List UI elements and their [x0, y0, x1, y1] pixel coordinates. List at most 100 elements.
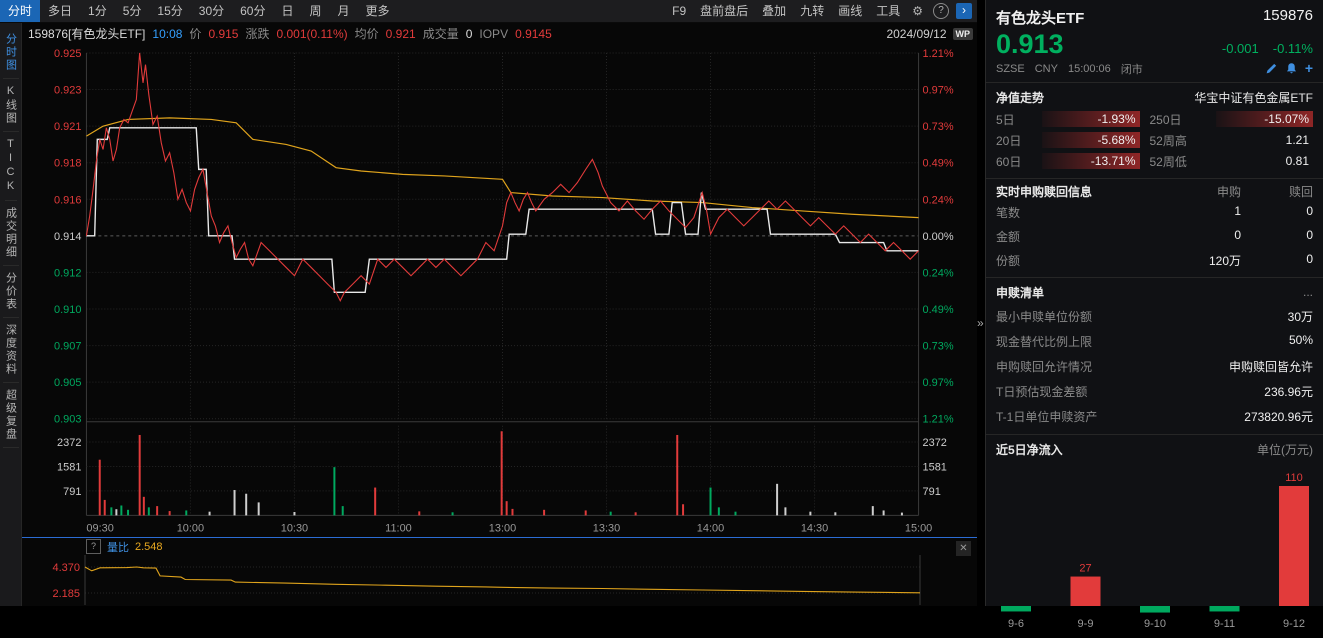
- fund-full-name[interactable]: 华宝中证有色金属ETF: [1194, 90, 1313, 105]
- series-price: [85, 52, 919, 302]
- sidebar-item[interactable]: 分时图: [2, 27, 19, 79]
- svg-text:791: 791: [63, 486, 81, 498]
- toolbar-tab[interactable]: 60分: [240, 4, 266, 18]
- chart-date: 2024/09/12: [886, 26, 947, 41]
- alert-bell-icon[interactable]: [1285, 62, 1298, 75]
- list-row-value: 236.96元: [1264, 384, 1313, 399]
- toolbar-tab[interactable]: 1分: [88, 4, 107, 18]
- svg-text:0.49%: 0.49%: [923, 304, 954, 316]
- svg-text:0.24%: 0.24%: [923, 194, 954, 206]
- indicator-line: [84, 566, 921, 594]
- flow-bar: [1140, 605, 1170, 613]
- sidebar-item[interactable]: 分价表: [2, 266, 19, 318]
- toolbar-tab[interactable]: 30分: [198, 4, 225, 18]
- redemption-list-section: 申赎清单 ... 最小申赎单位份额 30万 现金替代比例上限 50% 申购赎回允许情况申…: [986, 276, 1323, 434]
- indicator-help-icon[interactable]: ?: [86, 539, 101, 555]
- toolbar-tab[interactable]: 月: [337, 4, 350, 18]
- svg-text:0.73%: 0.73%: [923, 340, 954, 352]
- panel-splitter[interactable]: »: [977, 0, 985, 606]
- list-row-label: 最小申赎单位份额: [996, 309, 1093, 324]
- quote-name-row: 有色龙头ETF 159876: [986, 0, 1323, 28]
- chart-info-item: 价: [189, 27, 202, 42]
- chart-info-item: 0.921: [385, 26, 416, 41]
- series-avg: [86, 117, 919, 219]
- sidebar-item[interactable]: K线图: [2, 79, 19, 132]
- svg-text:110: 110: [1285, 472, 1303, 484]
- svg-text:13:30: 13:30: [593, 522, 620, 534]
- list-row-value: 30万: [1287, 309, 1313, 324]
- main-chart-svg[interactable]: 0.925 1.21% 0.923 0.97% 0.921 0.73% 0.918 0.49%…: [22, 45, 977, 537]
- svg-text:4.370: 4.370: [52, 562, 80, 574]
- toolbar-tab[interactable]: 日: [281, 4, 294, 18]
- chart-area: 159876[有色龙头ETF] 10:08 价 0.915 涨跌 0.001(0.11%)…: [22, 23, 977, 606]
- svg-text:2372: 2372: [923, 437, 947, 449]
- period-label: 52周低: [1149, 154, 1187, 169]
- sidebar-item[interactable]: 深度资料: [2, 318, 19, 383]
- toolbar-action[interactable]: 盘前盘后: [700, 4, 749, 18]
- nav-section: 净值走势 华宝中证有色金属ETF 5日 -1.93% 250日 -15.07% 20日 -…: [986, 81, 1323, 178]
- redemption-list-title: 申赎清单: [996, 285, 1045, 300]
- redeem-value: 0: [1306, 227, 1313, 242]
- period-value: -1.93%: [1042, 111, 1140, 128]
- sidebar-item[interactable]: 超级复盘: [2, 383, 19, 448]
- gear-icon[interactable]: ⚙: [912, 4, 923, 18]
- list-rows: 最小申赎单位份额 30万 现金替代比例上限 50% 申购赎回允许情况 申购赎回皆允许 T日预…: [996, 304, 1313, 429]
- collapse-handle-icon[interactable]: »: [977, 316, 984, 330]
- volume-bars: [98, 431, 903, 516]
- chart-info-header: 159876[有色龙头ETF] 10:08 价 0.915 涨跌 0.001(0.11%)…: [22, 23, 977, 45]
- chart-info-item: 0.915: [208, 26, 239, 41]
- sidebar-item[interactable]: 成交明细: [2, 201, 19, 266]
- indicator-close-button[interactable]: ✕: [956, 541, 971, 557]
- svg-text:0.918: 0.918: [54, 158, 81, 170]
- sidebar-item[interactable]: TICK: [4, 132, 17, 201]
- toolbar-right-items: F9 盘前盘后 叠加 九转 画线 工具: [665, 0, 907, 22]
- list-row: 最小申赎单位份额 30万: [996, 304, 1313, 329]
- toolbar-action[interactable]: F9: [672, 4, 687, 18]
- quote-panel: 有色龙头ETF 159876 0.913 -0.001 -0.11% SZSE …: [985, 0, 1323, 630]
- svg-text:0.97%: 0.97%: [923, 377, 954, 389]
- svg-text:1581: 1581: [923, 461, 947, 473]
- period-label: 60日: [996, 154, 1022, 169]
- subscription-row-label: 笔数: [996, 205, 1021, 220]
- list-row: T-1日单位申赎资产 273820.96元: [996, 404, 1313, 429]
- period-toolbar: 分时 多日 1分 5分 15分 30分 60分 日 周 月 更多 F9 盘前盘后 叠加 九转 画线 工具 ⚙ …: [0, 0, 977, 23]
- add-watchlist-icon[interactable]: +: [1304, 60, 1313, 77]
- indicator-value: 2.548: [135, 540, 163, 553]
- draw-pencil-icon[interactable]: [1265, 62, 1278, 75]
- help-icon[interactable]: ?: [933, 3, 949, 19]
- chart-info-item: 成交量: [422, 27, 459, 42]
- quote-meta-row: SZSE CNY 15:00:06 闭市 +: [986, 60, 1323, 82]
- list-row: 现金替代比例上限 50%: [996, 329, 1313, 354]
- chart-info-item: 涨跌: [245, 27, 270, 42]
- more-ellipsis[interactable]: ...: [1302, 285, 1313, 300]
- expand-panel-icon[interactable]: ›: [956, 3, 972, 19]
- toolbar-tab[interactable]: 分时: [0, 0, 41, 22]
- svg-text:1.21%: 1.21%: [923, 48, 954, 60]
- view-sidebar: 分时图 K线图 TICK 成交明细 分价表 深度资料 超级复盘: [0, 23, 22, 606]
- price-change-pct: -0.11%: [1272, 41, 1313, 56]
- toolbar-action[interactable]: 叠加: [762, 4, 787, 18]
- subscribe-col-header: 申购: [1216, 184, 1241, 199]
- quote-time: 15:00:06: [1067, 62, 1111, 75]
- chart-info-item: IOPV: [479, 26, 509, 41]
- toolbar-action[interactable]: 工具: [876, 4, 901, 18]
- svg-text:11:00: 11:00: [385, 522, 412, 534]
- toolbar-tab[interactable]: 更多: [365, 4, 390, 18]
- toolbar-tab[interactable]: 5分: [122, 4, 142, 18]
- toolbar-action[interactable]: 九转: [800, 4, 825, 18]
- period-value: 0.81: [1285, 154, 1309, 169]
- svg-text:9-9: 9-9: [1078, 618, 1094, 630]
- nav-title: 净值走势: [996, 90, 1045, 105]
- svg-text:0.73%: 0.73%: [923, 121, 954, 133]
- toolbar-tab[interactable]: 周: [309, 4, 322, 18]
- toolbar-tab[interactable]: 15分: [157, 4, 183, 18]
- chart-info-item: 0: [465, 26, 473, 41]
- chart-info-item: 10:08: [152, 26, 183, 41]
- toolbar-action[interactable]: 画线: [838, 4, 863, 18]
- toolbar-tabs: 分时 多日 1分 5分 15分 30分 60分 日 周 月 更多: [0, 0, 398, 22]
- flow-bar: [1001, 605, 1031, 612]
- toolbar-tab[interactable]: 多日: [48, 4, 73, 18]
- flow-bar: [1070, 576, 1101, 606]
- indicator-label[interactable]: 量比: [107, 541, 129, 554]
